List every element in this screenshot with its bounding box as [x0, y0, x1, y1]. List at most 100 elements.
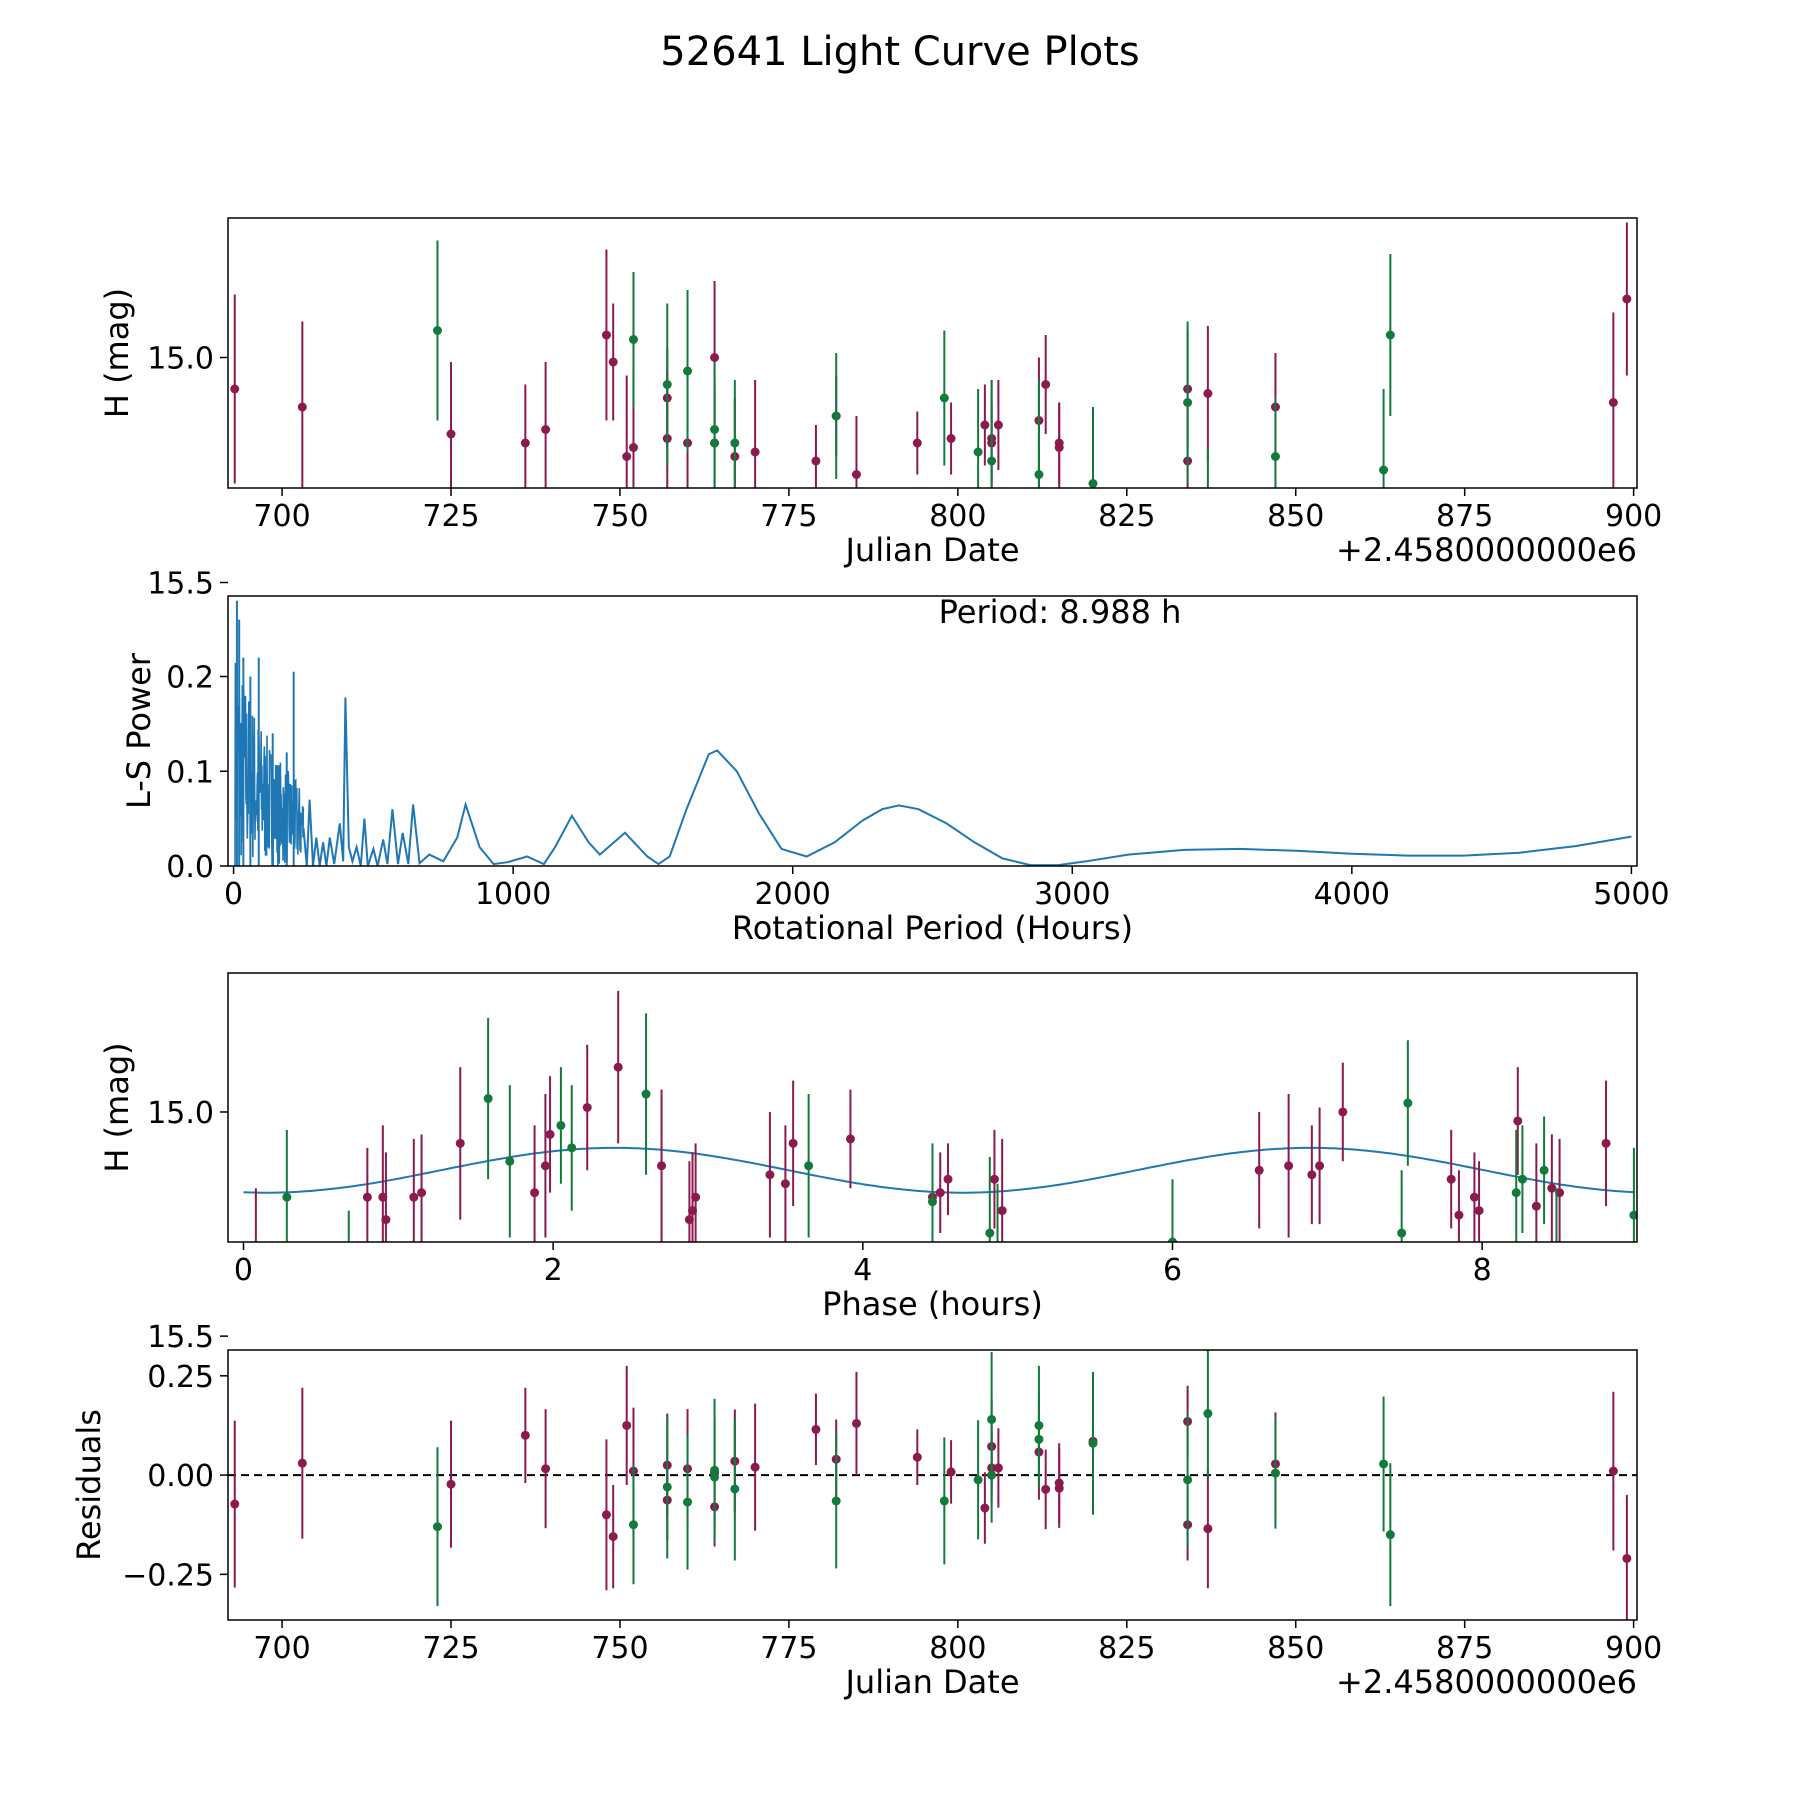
data-point: [980, 1503, 990, 1513]
x-tick-label: 750: [591, 499, 648, 534]
data-point: [362, 1192, 372, 1202]
data-point: [993, 420, 1003, 430]
x-axis-offset-label: +2.4580000000e6: [1336, 531, 1637, 569]
data-point: [851, 1418, 861, 1428]
data-point: [973, 1475, 983, 1485]
y-tick-label: 0.00: [147, 1459, 214, 1494]
data-point: [230, 384, 240, 394]
data-point: [1601, 1138, 1611, 1148]
data-point: [1088, 479, 1098, 488]
data-point: [765, 1170, 775, 1180]
data-point: [912, 1452, 922, 1462]
data-point: [641, 1089, 651, 1099]
data-point: [530, 1188, 540, 1198]
x-tick-label: 850: [1267, 499, 1324, 534]
y-axis-label: H (mag): [98, 288, 136, 418]
data-point: [1041, 1484, 1051, 1494]
x-axis-label: Phase (hours): [822, 1285, 1043, 1323]
data-point: [943, 1174, 953, 1184]
data-point: [540, 1161, 550, 1171]
data-point: [432, 326, 442, 335]
data-point: [662, 1482, 672, 1492]
data-point: [780, 1179, 790, 1189]
plot-area: [243, 990, 1637, 1242]
data-point: [1622, 1553, 1632, 1563]
data-point: [946, 1467, 956, 1477]
plot-area: [234, 600, 1632, 866]
data-point: [1270, 1468, 1280, 1478]
data-point: [1307, 1170, 1317, 1180]
data-point: [608, 357, 618, 367]
data-point: [520, 438, 530, 448]
data-point: [1531, 1201, 1541, 1211]
x-tick-label: 700: [253, 499, 310, 534]
data-point: [1446, 1174, 1456, 1184]
data-point: [1517, 1174, 1527, 1184]
plot-area: [228, 1350, 1637, 1620]
y-tick-label: 0.1: [166, 755, 214, 790]
x-tick-label: 900: [1605, 1631, 1662, 1666]
data-point: [1513, 1116, 1523, 1126]
data-point: [1385, 1530, 1395, 1540]
x-tick-label: 4000: [1314, 877, 1390, 912]
x-tick-label: 800: [929, 1631, 986, 1666]
data-point: [788, 1138, 798, 1148]
data-point: [997, 1206, 1007, 1216]
data-point: [657, 1161, 667, 1171]
y-axis-label: Residuals: [70, 1409, 108, 1561]
data-point: [1315, 1161, 1325, 1171]
data-point: [935, 1188, 945, 1198]
figure-title: 52641 Light Curve Plots: [660, 29, 1139, 75]
data-point: [381, 1215, 391, 1225]
data-point: [1397, 1228, 1407, 1238]
data-point: [541, 1464, 551, 1474]
data-point: [851, 470, 861, 479]
data-point: [1203, 1409, 1213, 1419]
data-point: [1474, 1206, 1484, 1216]
data-point: [1511, 1188, 1521, 1198]
data-point: [1338, 1107, 1348, 1117]
data-point: [1622, 294, 1632, 304]
data-point: [1054, 1483, 1064, 1493]
data-point: [1183, 1475, 1193, 1485]
data-point: [1254, 1165, 1264, 1175]
data-point: [601, 330, 611, 340]
data-point: [628, 335, 638, 344]
data-point: [1203, 389, 1213, 398]
data-point: [939, 1496, 949, 1506]
x-tick-label: 4: [853, 1253, 872, 1288]
data-point: [613, 1062, 623, 1072]
x-tick-label: 725: [422, 499, 479, 534]
x-tick-label: 900: [1605, 499, 1662, 534]
data-point: [989, 1174, 999, 1184]
x-axis-label: Julian Date: [843, 531, 1019, 569]
data-point: [601, 1510, 611, 1520]
data-point: [1385, 330, 1395, 340]
y-tick-label: −0.25: [122, 1558, 214, 1593]
series-power-line: [302, 697, 1632, 866]
data-point: [939, 393, 949, 403]
data-point: [230, 1499, 240, 1509]
data-point: [1403, 1098, 1413, 1108]
y-tick-label: 0.0: [166, 850, 214, 885]
data-point: [750, 447, 760, 457]
data-point: [628, 443, 638, 452]
x-tick-label: 1000: [475, 877, 551, 912]
x-tick-label: 875: [1436, 1631, 1493, 1666]
data-point: [973, 447, 983, 457]
x-tick-label: 775: [760, 499, 817, 534]
y-axis-label: H (mag): [98, 1042, 136, 1172]
x-tick-label: 3000: [1034, 877, 1110, 912]
data-point: [582, 1103, 592, 1112]
data-point: [710, 353, 720, 362]
data-point: [1041, 380, 1051, 389]
axes-frame: [227, 972, 1638, 1243]
x-axis-label: Julian Date: [843, 1663, 1019, 1701]
x-axis-offset-label: +2.4580000000e6: [1336, 1663, 1637, 1701]
y-tick-label: 15.0: [147, 342, 214, 377]
data-point: [912, 438, 922, 448]
x-tick-label: 8: [1473, 1253, 1492, 1288]
data-point: [520, 1430, 530, 1440]
x-tick-label: 6: [1163, 1253, 1182, 1288]
